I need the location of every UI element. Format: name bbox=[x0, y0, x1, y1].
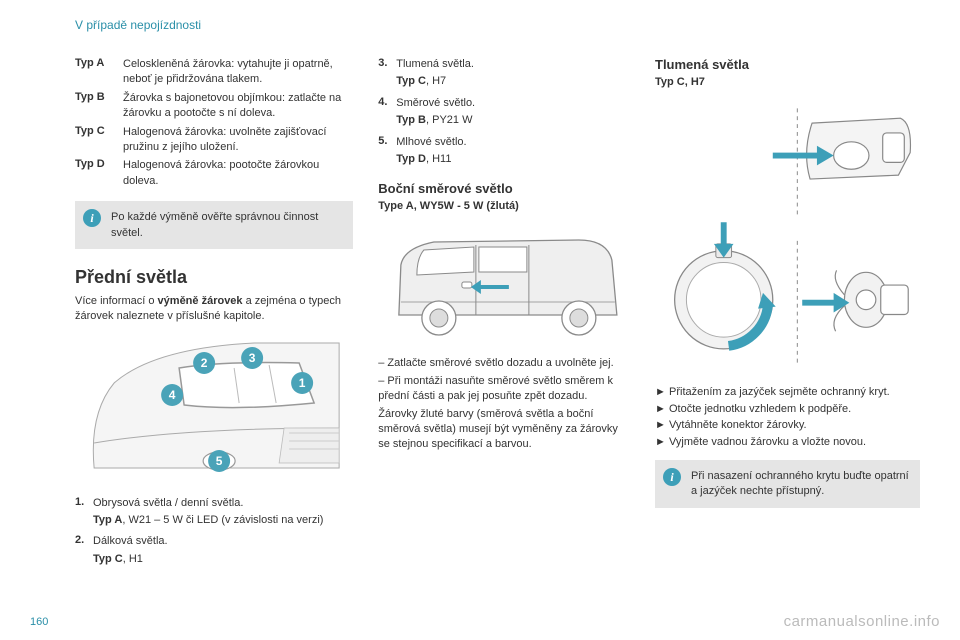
column-2: 3. Tlumená světla. Typ C, H7 4. Směrové … bbox=[378, 57, 630, 573]
watermark: carmanualsonline.info bbox=[784, 613, 940, 630]
list-item: 5. Mlhové světlo. bbox=[378, 135, 630, 150]
step-item: ►Přitažením za jazýček sejměte ochranný … bbox=[655, 384, 920, 401]
list-item: 3. Tlumená světla. bbox=[378, 57, 630, 72]
dipped-subtitle: Typ C, H7 bbox=[655, 76, 920, 88]
dash-para: – Zatlačte směrové světlo dozadu a uvoln… bbox=[378, 356, 630, 371]
list-sub: Typ D, H11 bbox=[396, 152, 630, 167]
svg-text:1: 1 bbox=[299, 376, 306, 390]
svg-text:4: 4 bbox=[169, 388, 176, 402]
content: Typ A Celoskleněná žárovka: vytahujte ji… bbox=[0, 32, 960, 573]
list-sub: Typ C, H7 bbox=[396, 74, 630, 89]
list-item: 4. Směrové světlo. bbox=[378, 96, 630, 111]
dipped-steps: ►Přitažením za jazýček sejměte ochranný … bbox=[655, 384, 920, 450]
list-item: 2. Dálková světla. bbox=[75, 534, 353, 549]
heading-dipped: Tlumená světla bbox=[655, 57, 920, 72]
list-sub: Typ C, H1 bbox=[93, 552, 353, 567]
info-text: Při nasazení ochranného krytu buďte opat… bbox=[691, 468, 910, 500]
info-icon: i bbox=[663, 468, 681, 486]
type-label: Typ C bbox=[75, 125, 123, 156]
step-item: ►Vytáhněte konektor žárovky. bbox=[655, 417, 920, 434]
type-label: Typ D bbox=[75, 158, 123, 189]
step-item: ►Otočte jednotku vzhledem k podpěře. bbox=[655, 401, 920, 418]
type-row: Typ D Halogenová žárovka: pootočte žárov… bbox=[75, 158, 353, 189]
svg-text:2: 2 bbox=[201, 356, 208, 370]
type-label: Typ A bbox=[75, 57, 123, 88]
list-sub: Typ B, PY21 W bbox=[396, 113, 630, 128]
info-box: i Po každé výměně ověřte správnou činnos… bbox=[75, 201, 353, 249]
front-numbered-list: 1. Obrysová světla / denní světla. Typ A… bbox=[75, 496, 353, 568]
list-sub: Typ A, W21 – 5 W či LED (v závislosti na… bbox=[93, 513, 353, 528]
heading-side-indicator: Boční směrové světlo bbox=[378, 181, 630, 196]
headlight-diagram: 1 2 3 4 5 bbox=[75, 333, 353, 488]
type-row: Typ B Žárovka s bajonetovou objímkou: za… bbox=[75, 91, 353, 122]
type-desc: Žárovka s bajonetovou objímkou: zatlačte… bbox=[123, 91, 353, 122]
type-desc: Celoskleněná žárovka: vytahujte ji opatr… bbox=[123, 57, 353, 88]
step-item: ►Vyjměte vadnou žárovku a vložte novou. bbox=[655, 434, 920, 451]
column-1: Typ A Celoskleněná žárovka: vytahujte ji… bbox=[75, 57, 353, 573]
info-icon: i bbox=[83, 209, 101, 227]
type-label: Typ B bbox=[75, 91, 123, 122]
info-box: i Při nasazení ochranného krytu buďte op… bbox=[655, 460, 920, 508]
type-desc: Halogenová žárovka: pootočte žárovkou do… bbox=[123, 158, 353, 189]
page-header: V případě nepojízdnosti bbox=[0, 0, 960, 32]
type-row: Typ A Celoskleněná žárovka: vytahujte ji… bbox=[75, 57, 353, 88]
type-list: Typ A Celoskleněná žárovka: vytahujte ji… bbox=[75, 57, 353, 189]
type-desc: Halogenová žárovka: uvolněte zajišťovací… bbox=[123, 125, 353, 156]
heading-front-lights: Přední světla bbox=[75, 267, 353, 288]
svg-text:5: 5 bbox=[216, 454, 223, 468]
dipped-diagram bbox=[655, 96, 920, 376]
column-3: Tlumená světla Typ C, H7 bbox=[655, 57, 920, 573]
front-intro: Více informací o výměně žárovek a zejmén… bbox=[75, 294, 353, 325]
dash-para: – Při montáži nasuňte směrové světlo smě… bbox=[378, 374, 630, 405]
page-number: 160 bbox=[30, 616, 48, 628]
list-item: 1. Obrysová světla / denní světla. bbox=[75, 496, 353, 511]
svg-text:3: 3 bbox=[249, 351, 256, 365]
type-row: Typ C Halogenová žárovka: uvolněte zajiš… bbox=[75, 125, 353, 156]
side-note: Žárovky žluté barvy (směrová světla a bo… bbox=[378, 407, 630, 453]
side-subtitle: Type A, WY5W - 5 W (žlutá) bbox=[378, 200, 630, 212]
info-text: Po každé výměně ověřte správnou činnost … bbox=[111, 209, 343, 241]
front-numbered-list-continued: 3. Tlumená světla. Typ C, H7 4. Směrové … bbox=[378, 57, 630, 167]
van-illustration bbox=[378, 220, 630, 350]
